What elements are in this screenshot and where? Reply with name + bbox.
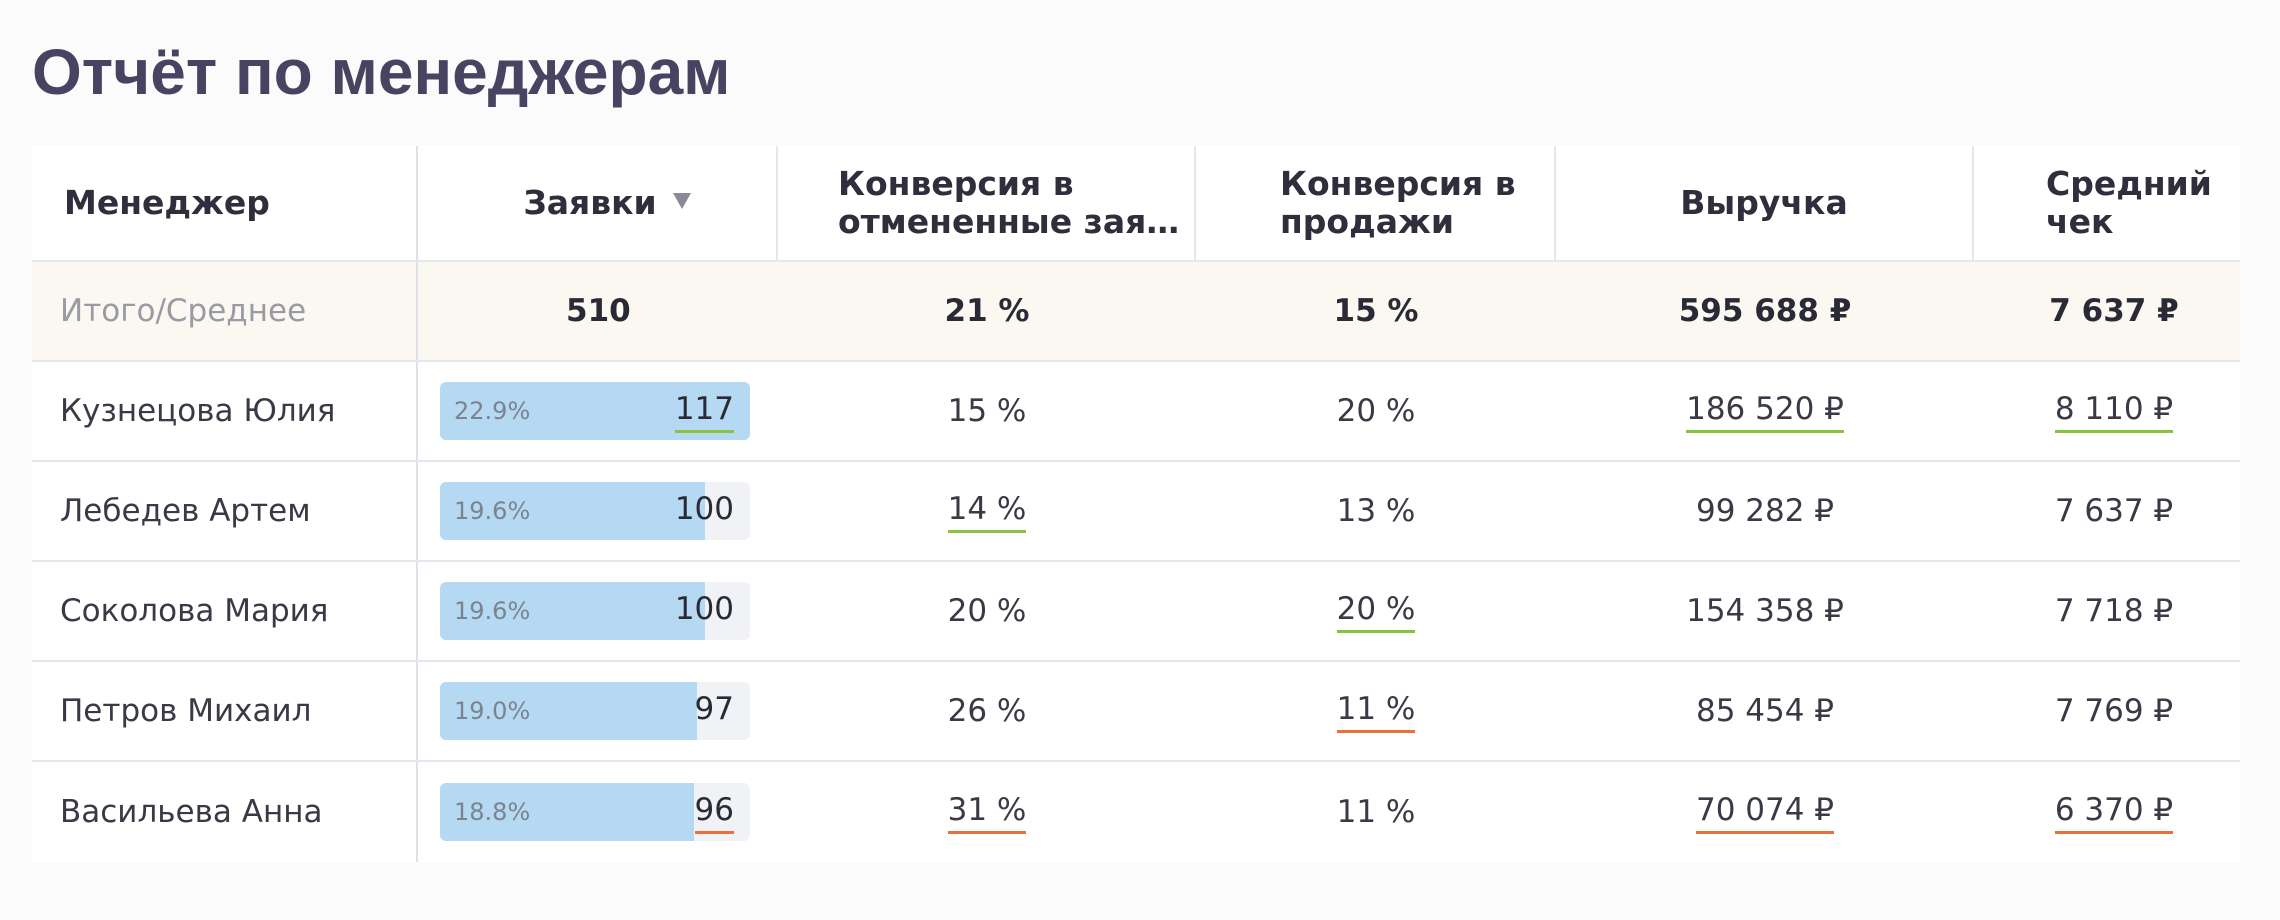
requests-share-percent: 22.9%	[454, 397, 531, 425]
column-header-label: Менеджер	[64, 183, 270, 222]
column-header-label: Конверсия в	[838, 164, 1074, 203]
table-body: Кузнецова Юлия 22.9% 117 15 % 20 % 186 5…	[32, 362, 2240, 862]
revenue-value[interactable]: 85 454 ₽	[1695, 693, 1835, 729]
table-row[interactable]: Соколова Мария 19.6% 100 20 % 20 % 154 3…	[32, 562, 2240, 662]
revenue-value[interactable]: 186 520 ₽	[1556, 362, 1974, 460]
column-header-cancel-conversion[interactable]: Конверсия в отмененные зая…	[778, 146, 1196, 260]
avg-check-value[interactable]: 7 718 ₽	[2054, 593, 2174, 629]
manager-name: Петров Михаил	[32, 662, 418, 760]
column-header-label: чек	[2046, 202, 2114, 241]
summary-requests: 510	[566, 293, 631, 329]
cancel-conversion-value[interactable]: 31 %	[778, 762, 1196, 862]
sales-conversion-value[interactable]: 11 %	[1196, 662, 1556, 760]
manager-name: Лебедев Артем	[32, 462, 418, 560]
requests-share-bar: 19.0% 97	[440, 682, 750, 740]
requests-share-percent: 19.6%	[454, 597, 531, 625]
column-header-label: Конверсия в	[1280, 164, 1516, 203]
column-header-avg-check[interactable]: Средний чек	[1974, 146, 2240, 260]
requests-cell: 19.6% 100	[418, 462, 778, 560]
avg-check-value[interactable]: 7 637 ₽	[2054, 493, 2174, 529]
requests-count[interactable]: 100	[674, 491, 734, 527]
requests-cell: 18.8% 96	[418, 762, 778, 862]
cancel-conversion-value[interactable]: 20 %	[947, 593, 1027, 629]
requests-count[interactable]: 117	[674, 382, 734, 436]
requests-share-bar: 22.9% 117	[440, 382, 750, 440]
avg-check-value[interactable]: 7 769 ₽	[2054, 693, 2174, 729]
summary-sales-conversion: 15 %	[1333, 293, 1419, 329]
table-row[interactable]: Лебедев Артем 19.6% 100 14 % 13 % 99 282…	[32, 462, 2240, 562]
page-title: Отчёт по менеджерам	[32, 36, 731, 108]
requests-share-bar: 19.6% 100	[440, 582, 750, 640]
table-row[interactable]: Кузнецова Юлия 22.9% 117 15 % 20 % 186 5…	[32, 362, 2240, 462]
table-row[interactable]: Петров Михаил 19.0% 97 26 % 11 % 85 454 …	[32, 662, 2240, 762]
column-header-label: продажи	[1280, 202, 1454, 241]
requests-count[interactable]: 97	[694, 691, 734, 727]
table-header-row: Менеджер Заявки Конверсия в отмененные з…	[32, 146, 2240, 262]
manager-name: Кузнецова Юлия	[32, 362, 418, 460]
column-header-label: Заявки	[523, 183, 657, 222]
requests-share-percent: 19.6%	[454, 497, 531, 525]
managers-report-table: Менеджер Заявки Конверсия в отмененные з…	[32, 146, 2240, 862]
requests-cell: 22.9% 117	[418, 362, 778, 460]
column-header-sales-conversion[interactable]: Конверсия в продажи	[1196, 146, 1556, 260]
sort-desc-icon[interactable]	[672, 193, 691, 209]
column-header-requests[interactable]: Заявки	[418, 146, 778, 260]
column-header-label: отмененные зая…	[838, 202, 1180, 241]
summary-row: Итого/Среднее 510 21 % 15 % 595 688 ₽ 7 …	[32, 262, 2240, 362]
requests-cell: 19.0% 97	[418, 662, 778, 760]
sales-conversion-value[interactable]: 20 %	[1336, 393, 1416, 429]
column-header-label: Средний	[2046, 164, 2212, 203]
requests-share-bar: 19.6% 100	[440, 482, 750, 540]
avg-check-value[interactable]: 6 370 ₽	[1974, 762, 2240, 862]
column-header-revenue[interactable]: Выручка	[1556, 146, 1974, 260]
manager-name: Васильева Анна	[32, 762, 418, 862]
table-row[interactable]: Васильева Анна 18.8% 96 31 % 11 % 70 074…	[32, 762, 2240, 862]
requests-count[interactable]: 96	[694, 783, 734, 837]
requests-share-fill	[440, 783, 695, 841]
column-header-label: Выручка	[1680, 183, 1848, 222]
requests-share-bar: 18.8% 96	[440, 783, 750, 841]
sales-conversion-value[interactable]: 20 %	[1196, 562, 1556, 660]
revenue-value[interactable]: 154 358 ₽	[1686, 593, 1844, 629]
sales-conversion-value[interactable]: 11 %	[1336, 794, 1416, 830]
requests-share-fill	[440, 682, 698, 740]
requests-cell: 19.6% 100	[418, 562, 778, 660]
requests-count[interactable]: 100	[674, 591, 734, 627]
avg-check-value[interactable]: 8 110 ₽	[1974, 362, 2240, 460]
summary-label: Итого/Среднее	[32, 262, 418, 360]
requests-share-fill	[440, 582, 706, 640]
cancel-conversion-value[interactable]: 26 %	[947, 693, 1027, 729]
requests-share-percent: 19.0%	[454, 697, 531, 725]
sales-conversion-value[interactable]: 13 %	[1336, 493, 1416, 529]
summary-cancel-conversion: 21 %	[944, 293, 1030, 329]
cancel-conversion-value[interactable]: 15 %	[947, 393, 1027, 429]
summary-revenue: 595 688 ₽	[1678, 293, 1852, 329]
revenue-value[interactable]: 70 074 ₽	[1556, 762, 1974, 862]
revenue-value[interactable]: 99 282 ₽	[1695, 493, 1835, 529]
manager-name: Соколова Мария	[32, 562, 418, 660]
requests-share-fill	[440, 482, 706, 540]
summary-avg-check: 7 637 ₽	[2049, 293, 2179, 329]
column-header-manager[interactable]: Менеджер	[32, 146, 418, 260]
cancel-conversion-value[interactable]: 14 %	[778, 462, 1196, 560]
requests-share-percent: 18.8%	[454, 798, 531, 826]
